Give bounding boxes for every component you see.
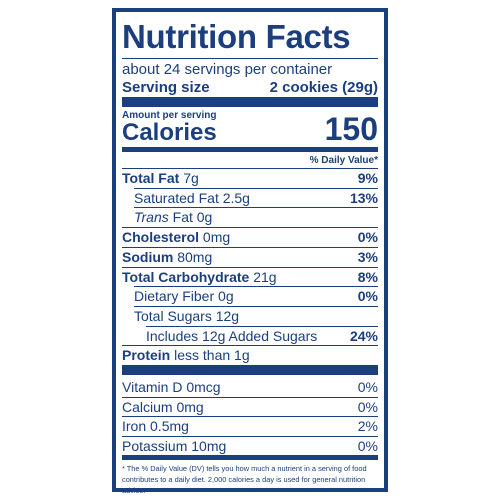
rule [122,345,378,347]
nutrient-row: Dietary Fiber 0g [134,288,234,304]
nutrient-dv: 0% [357,288,378,305]
rule [122,58,378,59]
serving-size-label: Serving size [122,79,210,96]
nutrient-dv: 24% [349,327,378,344]
vitamin-row: Vitamin D 0mcg [122,379,221,395]
medium-rule [122,147,378,152]
nutrient-name: Sodium [122,248,174,265]
nutrient-row: Sodium 80mg [122,249,212,265]
title: Nutrition Facts [122,18,351,55]
vitamin-amount: 0mg [176,398,204,415]
vitamin-amount: 10mg [191,437,227,454]
nutrient-dv: 0% [357,229,378,246]
vitamin-name: Potassium [122,437,188,454]
nutrient-row: Cholesterol 0mg [122,229,230,245]
nutrient-name: Protein [122,347,171,364]
nutrient-amount: less than 1g [174,347,250,364]
servings: about 24 servings per container [122,61,333,78]
vitamin-dv: 0% [357,379,378,395]
vitamin-name: Vitamin D [122,379,183,395]
nutrient-row: Protein less than 1g [122,347,250,363]
rule [122,435,378,437]
nutrient-name: Total Sugars [134,307,212,324]
nutrient-amount: 12g [215,307,240,324]
nutrient-amount: 2.5g [222,189,250,206]
nutrient-row: Total Fat 7g [122,170,199,186]
nutrient-amount: 0g [218,288,234,305]
thick-rule [122,97,378,107]
nutrient-amount: 0g [196,209,213,226]
amount-per-serving: Amount per serving [122,110,217,121]
vitamin-row: Calcium 0mg [122,399,204,415]
thick-rule [122,365,378,375]
nutrient-row: Trans Fat 0g [134,209,212,225]
nutrient-row: Total Sugars 12g [134,308,239,324]
footnote: * The % Daily Value (DV) tells you how m… [122,464,367,495]
nutrient-name: Dietary Fiber [134,288,215,305]
rule [122,227,378,229]
nutrient-dv: 3% [357,248,378,265]
vitamin-dv: 2% [357,418,378,434]
nutrient-dv: 8% [357,268,378,285]
rule [134,187,378,189]
rule [122,246,378,248]
nutrient-dv: 13% [349,189,378,206]
calories-label: Calories [122,119,217,146]
rule [134,305,378,307]
nutrient-row: Total Carbohydrate 21g [122,269,277,285]
medium-rule [122,455,378,460]
nutrient-amount: 7g [183,170,199,186]
rule [146,325,378,327]
nutrient-row: Saturated Fat 2.5g [134,190,250,206]
rule [122,266,378,268]
serving-size-value: 2 cookies (29g) [269,79,378,96]
nutrient-name: Saturated Fat [134,189,219,206]
rule [134,207,378,209]
vitamin-dv: 0% [357,398,378,415]
nutrient-row: Includes 12g Added Sugars [146,328,317,344]
vitamin-row: Iron 0.5mg [122,418,189,434]
nutrition-label: Nutrition Facts about 24 servings per co… [112,8,388,495]
vitamin-amount: 0mcg [186,379,221,395]
nutrient-name: Total Carbohydrate [122,268,250,285]
calories-value: 150 [324,111,378,147]
nutrient-amount: 80mg [177,248,213,265]
nutrient-amount: 0mg [202,229,231,246]
vitamin-name: Calcium [122,398,173,415]
nutrient-name: Includes 12g Added Sugars [146,327,318,344]
nutrient-name: Total Fat [122,170,180,186]
nutrient-name: Cholesterol [122,229,200,246]
vitamin-name: Iron [122,418,147,434]
nutrient-name: Fat [172,209,193,226]
nutrient-dv: 9% [357,170,378,186]
rule [122,416,378,417]
dv-header: % Daily Value* [309,155,378,166]
nutrient-prefix: Trans [134,209,169,226]
rule [122,168,378,169]
nutrient-amount: 21g [253,268,277,285]
vitamin-amount: 0.5mg [150,418,189,434]
vitamin-row: Potassium 10mg [122,438,226,454]
vitamin-dv: 0% [357,437,378,454]
rule [134,286,378,288]
rule [122,396,378,398]
